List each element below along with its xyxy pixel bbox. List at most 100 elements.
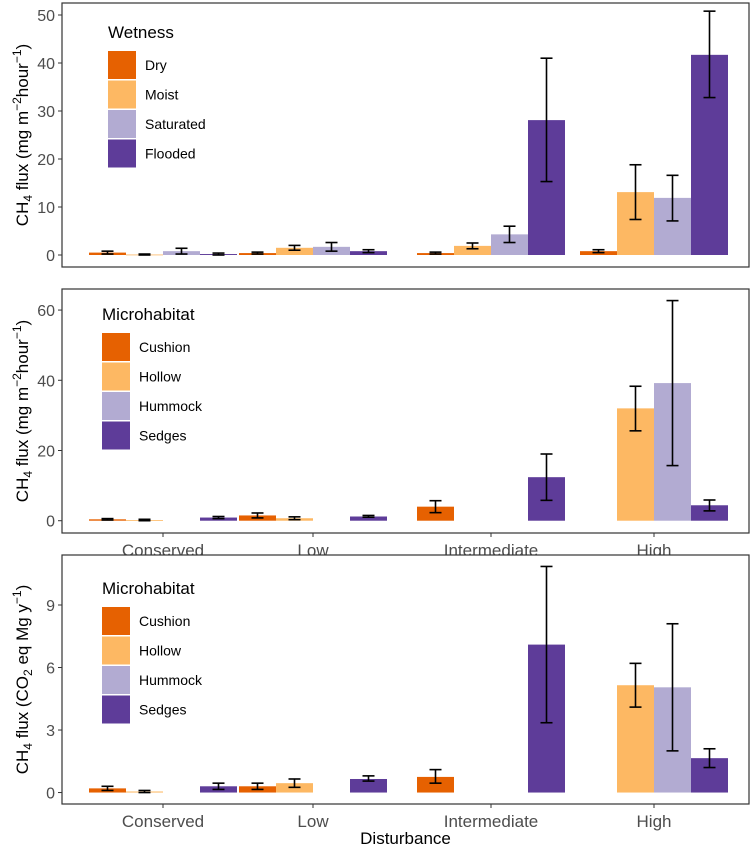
x-tick-label: High: [637, 812, 672, 831]
error-bar: [175, 247, 188, 255]
x-tick-label: Low: [297, 812, 329, 831]
legend-swatch-hummock: [102, 666, 130, 694]
error-bar: [703, 10, 716, 99]
error-bar: [429, 251, 442, 255]
legend-swatch-sedges: [102, 695, 130, 724]
legend-title: Wetness: [108, 23, 174, 42]
y-tick-label: 6: [46, 661, 55, 678]
y-tick-label: 40: [37, 56, 55, 73]
legend-swatch-flooded: [108, 139, 136, 168]
error-bar: [212, 252, 225, 256]
bar-moist-intermediate: [454, 245, 491, 255]
bar-cushion-intermediate: [417, 506, 454, 521]
y-tick-label: 0: [46, 514, 55, 531]
legend-label-hummock: Hummock: [139, 672, 203, 688]
legend-swatch-dry: [108, 51, 136, 79]
legend-label-cushion: Cushion: [139, 613, 190, 629]
bar-sedges-low: [350, 516, 387, 521]
legend-swatch-hollow: [102, 636, 130, 665]
y-axis-title: CH4 flux (CO2 eq Mg y−1): [10, 585, 35, 775]
y-tick-label: 9: [46, 598, 55, 615]
panel-border: [61, 2, 750, 268]
error-bar: [251, 782, 264, 791]
error-bar: [703, 747, 716, 769]
bar-cushion-intermediate: [417, 776, 454, 793]
legend-swatch-sedges: [102, 421, 130, 450]
error-bar: [466, 242, 479, 250]
error-bar: [429, 499, 442, 514]
legend-label-flooded: Flooded: [145, 146, 196, 162]
error-bar: [212, 782, 225, 791]
error-bar: [251, 251, 264, 255]
y-tick-label: 10: [37, 200, 55, 217]
y-tick-label: 3: [46, 723, 55, 740]
error-bar: [288, 244, 301, 251]
y-axis-title: CH4 flux (mg m−2hour−1): [10, 44, 35, 226]
legend-label-hummock: Hummock: [139, 398, 203, 414]
error-bar: [288, 778, 301, 789]
error-bar: [138, 253, 151, 256]
error-bar: [666, 174, 679, 222]
error-bar: [138, 789, 151, 794]
legend-swatch-hollow: [102, 362, 130, 391]
error-bar: [666, 622, 679, 752]
bar-sedges-low: [350, 778, 387, 793]
bar-sedges-high: [691, 505, 728, 521]
legend-label-cushion: Cushion: [139, 339, 190, 355]
error-bar: [288, 516, 301, 521]
legend-swatch-moist: [108, 80, 136, 109]
legend-label-hollow: Hollow: [139, 643, 182, 659]
chart-panel-3: 0 3 6 9 Conserved Low Intermediate High CH4 flux…: [10, 554, 750, 847]
y-tick-label: 40: [37, 373, 55, 390]
bar-moist-low: [276, 247, 313, 255]
bar-saturated-intermediate: [491, 234, 528, 255]
y-tick-label: 60: [37, 303, 55, 320]
legend: Microhabitat Cushion Hollow Hummock Sedges: [102, 305, 203, 450]
error-bar: [540, 565, 553, 724]
error-bar: [540, 57, 553, 183]
legend-title: Microhabitat: [102, 579, 195, 598]
legend-label-saturated: Saturated: [145, 116, 206, 132]
legend-label-sedges: Sedges: [139, 702, 186, 718]
y-tick-label: 50: [37, 8, 55, 25]
error-bar: [629, 385, 642, 432]
error-bar: [503, 225, 516, 244]
error-bar: [362, 775, 375, 782]
legend-title: Microhabitat: [102, 305, 195, 324]
error-bar: [629, 662, 642, 708]
chart-panel-1: 0 10 20 30 40 50 CH4 flux (mg m−2hour−1) Wetnes…: [10, 2, 750, 268]
error-bar: [362, 248, 375, 254]
legend-label-hollow: Hollow: [139, 369, 182, 385]
legend-label-sedges: Sedges: [139, 428, 186, 444]
error-bar: [540, 453, 553, 502]
legend-label-dry: Dry: [145, 57, 167, 73]
y-axis-title: CH4 flux (mg m−2hour−1): [10, 320, 35, 502]
legend-label-moist: Moist: [145, 87, 179, 103]
y-tick-label: 0: [46, 786, 55, 803]
error-bar: [101, 250, 114, 255]
error-bar: [101, 517, 114, 521]
y-tick-label: 0: [46, 248, 55, 265]
error-bar: [212, 515, 225, 520]
panel-border: [61, 554, 750, 805]
panel-border: [61, 288, 750, 534]
error-bar: [592, 248, 605, 254]
error-bar: [101, 785, 114, 792]
legend: Microhabitat Cushion Hollow Hummock Sedges: [102, 579, 203, 724]
x-tick-label: Conserved: [122, 812, 204, 831]
y-tick-label: 20: [37, 152, 55, 169]
legend-swatch-cushion: [102, 607, 130, 635]
error-bar: [703, 499, 716, 512]
error-bar: [362, 514, 375, 519]
error-bar: [138, 518, 151, 522]
y-tick-label: 20: [37, 443, 55, 460]
error-bar: [325, 241, 338, 252]
x-tick-label: Intermediate: [444, 812, 539, 831]
error-bar: [666, 299, 679, 467]
legend: Wetness Dry Moist Saturated Flooded: [108, 23, 206, 168]
error-bar: [429, 768, 442, 784]
legend-swatch-cushion: [102, 333, 130, 361]
error-bar: [629, 163, 642, 221]
